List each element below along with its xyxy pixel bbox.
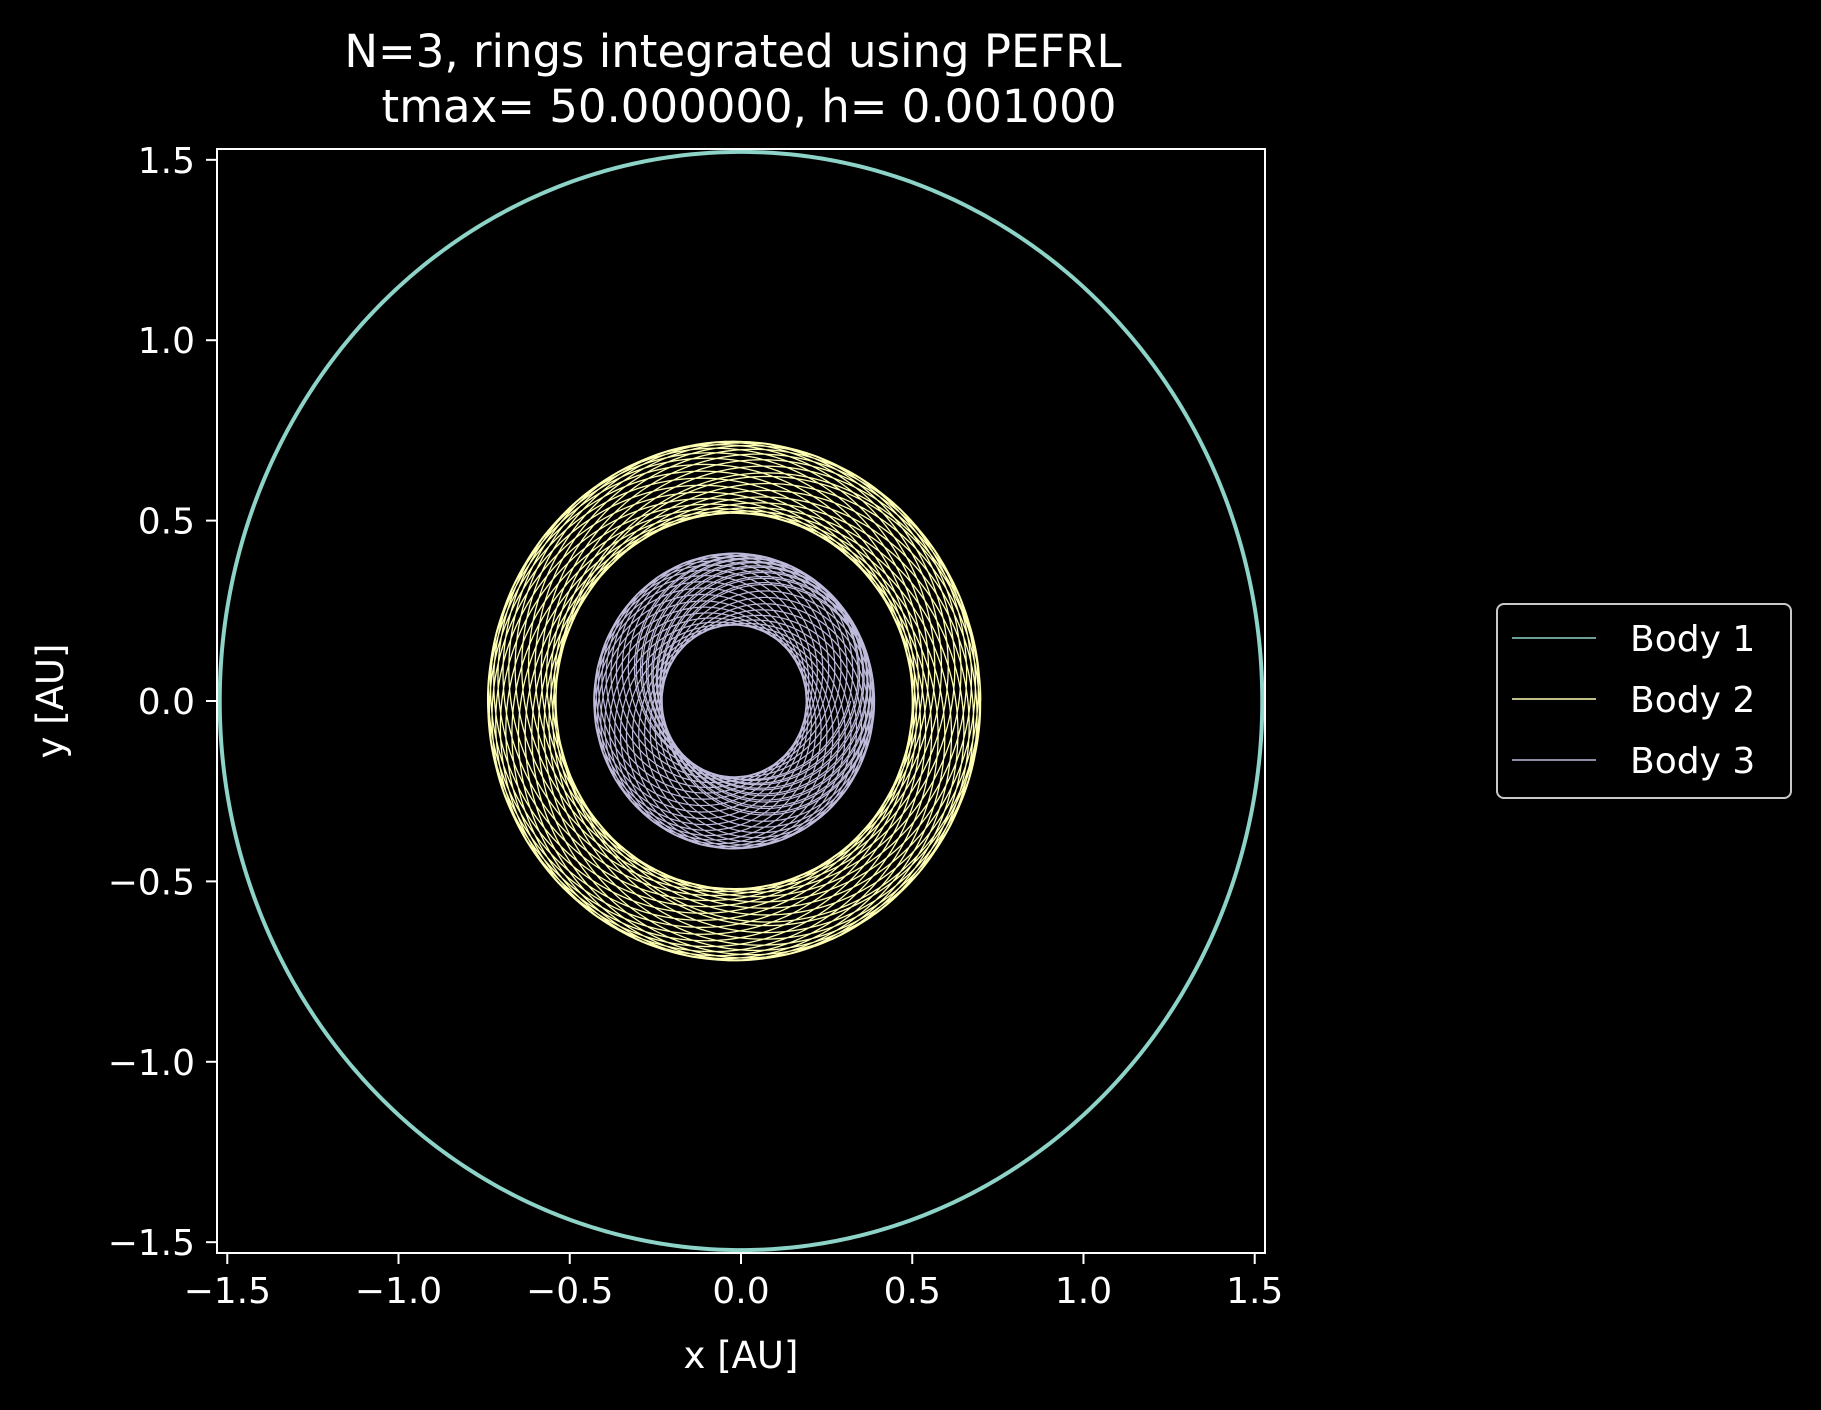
y-tick-label: 1.0 <box>138 321 195 362</box>
x-tick-label: −1.5 <box>184 1271 271 1312</box>
legend-label: Body 2 <box>1630 680 1755 721</box>
x-tick-label: 0.5 <box>884 1271 941 1312</box>
y-tick-label: −1.5 <box>108 1223 195 1264</box>
y-tick-label: 1.5 <box>138 141 195 182</box>
y-tick-label: −1.0 <box>108 1043 195 1084</box>
series-layer <box>217 149 1265 1253</box>
y-axis: 1.5 1.0 0.5 0.0 −0.5 −1.0 −1.5 <box>108 141 217 1264</box>
series-body-2-orbit <box>486 440 982 962</box>
x-tick-label: −1.0 <box>355 1271 442 1312</box>
y-tick-label: 0.5 <box>138 502 195 543</box>
y-tick-label: 0.0 <box>138 682 195 723</box>
y-axis-label: y [AU] <box>29 644 72 759</box>
series-body-3-orbit <box>593 552 876 850</box>
x-axis-label: x [AU] <box>684 1334 799 1377</box>
legend-frame <box>1496 603 1792 799</box>
chart-title: N=3, rings integrated using PEFRL <box>344 25 1121 78</box>
x-tick-label: 1.5 <box>1226 1271 1283 1312</box>
legend-items: Body 1 Body 2 Body 3 <box>1512 619 1755 782</box>
x-tick-label: 1.0 <box>1055 1271 1112 1312</box>
x-tick-label: 0.0 <box>712 1271 769 1312</box>
chart-subtitle: tmax= 50.000000, h= 0.001000 <box>382 80 1117 133</box>
x-tick-label: −0.5 <box>526 1271 613 1312</box>
y-tick-label: −0.5 <box>108 862 195 903</box>
series-body-1-orbit <box>217 149 1265 1253</box>
legend-label: Body 1 <box>1630 619 1755 660</box>
x-axis: −1.5 −1.0 −0.5 0.0 0.5 1.0 1.5 <box>184 1253 1283 1312</box>
legend-label: Body 3 <box>1630 741 1755 782</box>
legend: Body 1 Body 2 Body 3 <box>1496 603 1792 799</box>
